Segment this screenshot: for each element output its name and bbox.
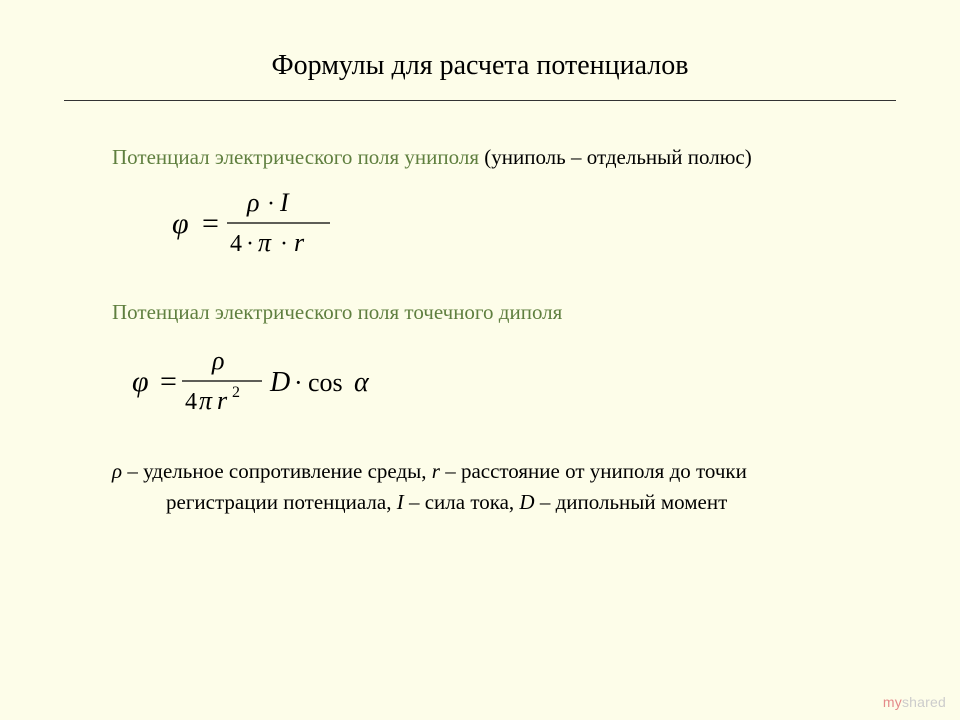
watermark: myshared: [883, 694, 946, 710]
f2-eq: =: [160, 365, 177, 398]
f1-r: r: [294, 228, 305, 257]
definitions: ρ – удельное сопротивление среды, r – ра…: [112, 456, 876, 519]
f1-dot1: ·: [267, 191, 275, 217]
f2-two: 2: [232, 384, 240, 401]
line-unipole: Потенциал электрического поля униполя (у…: [112, 143, 876, 171]
content-block: Потенциал электрического поля униполя (у…: [64, 143, 896, 519]
def-t5: регистрации потенциала,: [166, 490, 397, 514]
line-unipole-green: Потенциал электрического поля униполя: [112, 145, 484, 169]
f1-I: I: [279, 188, 290, 217]
line-unipole-black: (униполь – отдельный полюс): [484, 145, 751, 169]
def-rho: ρ: [112, 459, 122, 483]
f1-eq: =: [202, 207, 219, 240]
f1-dot3: ·: [280, 231, 288, 257]
f2-cos: cos: [308, 368, 343, 397]
slide: Формулы для расчета потенциалов Потенциа…: [0, 0, 960, 720]
def-t2: – удельное сопротивление среды,: [122, 459, 432, 483]
def-D: D: [519, 490, 534, 514]
f2-r: r: [217, 386, 228, 415]
f1-phi: φ: [172, 207, 189, 240]
f1-dot2: ·: [246, 231, 254, 257]
formula-dipole: φ = ρ 4 π r 2 D · cos α: [132, 341, 876, 428]
formula-unipole-svg: φ = ρ · I 4 · π · r: [172, 185, 392, 265]
watermark-shared: shared: [902, 694, 946, 710]
f2-D: D: [269, 367, 290, 398]
f2-four: 4: [185, 389, 197, 415]
def-I: I: [397, 490, 404, 514]
line-dipole-green: Потенциал электрического поля точечного …: [112, 300, 562, 324]
def-r: r: [432, 459, 440, 483]
f1-pi: π: [258, 228, 272, 257]
title-divider: [64, 100, 896, 101]
formula-unipole: φ = ρ · I 4 · π · r: [172, 185, 876, 270]
f1-four: 4: [230, 231, 242, 257]
watermark-my: my: [883, 694, 902, 710]
def-t7: – сила тока,: [404, 490, 520, 514]
def-t9: – дипольный момент: [535, 490, 728, 514]
f1-rho: ρ: [246, 188, 259, 217]
f2-rho: ρ: [211, 346, 224, 375]
def-t4: – расстояние от униполя до точки: [440, 459, 747, 483]
f2-alpha: α: [354, 367, 370, 398]
page-title: Формулы для расчета потенциалов: [64, 50, 896, 82]
f2-dot: ·: [294, 368, 303, 397]
line-dipole: Потенциал электрического поля точечного …: [112, 298, 876, 326]
f2-pi: π: [199, 386, 213, 415]
f2-phi: φ: [132, 365, 149, 398]
definitions-line2: регистрации потенциала, I – сила тока, D…: [112, 487, 876, 519]
formula-dipole-svg: φ = ρ 4 π r 2 D · cos α: [132, 341, 432, 423]
